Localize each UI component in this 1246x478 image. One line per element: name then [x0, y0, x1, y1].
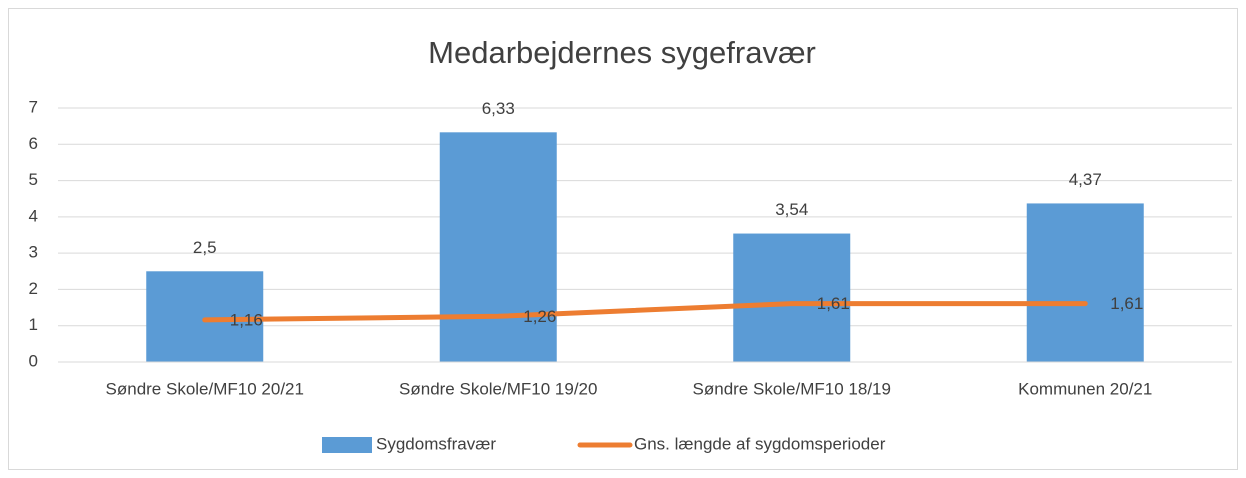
data-label: 3,54: [775, 200, 808, 219]
y-tick-label: 2: [29, 279, 38, 298]
bar: [146, 271, 264, 362]
data-label: 2,5: [193, 238, 217, 257]
bar: [1026, 203, 1144, 362]
legend-label: Sygdomsfravær: [376, 434, 496, 453]
legend-label: Gns. længde af sygdomsperioder: [634, 434, 886, 453]
y-tick-label: 5: [29, 170, 38, 189]
y-tick-label: 3: [29, 243, 38, 262]
y-tick-label: 1: [29, 315, 38, 334]
x-tick-label: Søndre Skole/MF10 20/21: [106, 379, 304, 398]
chart-title: Medarbejdernes sygefravær: [428, 35, 816, 70]
x-tick-label: Kommunen 20/21: [1018, 379, 1152, 398]
data-label: 1,61: [1110, 294, 1143, 313]
data-label: 1,16: [230, 310, 263, 329]
bar: [733, 233, 851, 362]
y-tick-label: 6: [29, 134, 38, 153]
y-tick-label: 4: [29, 206, 38, 225]
x-tick-label: Søndre Skole/MF10 18/19: [693, 379, 891, 398]
y-tick-label: 0: [29, 351, 38, 370]
data-label: 6,33: [482, 99, 515, 118]
line: [202, 301, 1088, 323]
y-tick-label: 7: [29, 97, 38, 116]
x-tick-label: Søndre Skole/MF10 19/20: [399, 379, 597, 398]
data-label: 4,37: [1069, 170, 1102, 189]
bar: [439, 132, 557, 362]
data-label: 1,26: [523, 307, 556, 326]
data-label: 1,61: [817, 294, 850, 313]
legend-swatch: [322, 437, 372, 453]
